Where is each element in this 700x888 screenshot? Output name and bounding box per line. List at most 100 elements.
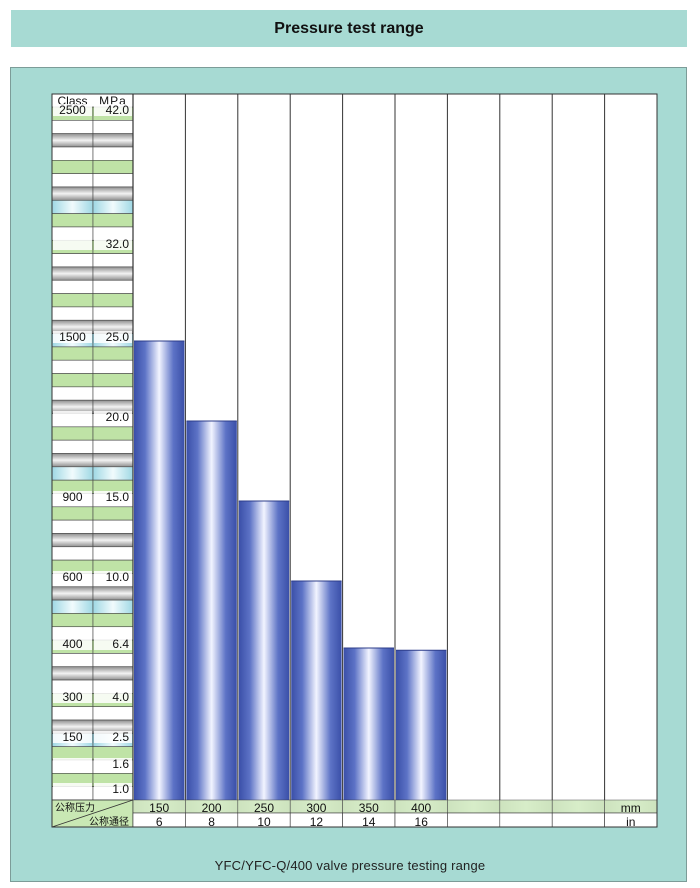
scale-label-bg <box>53 411 92 423</box>
scale-row-class <box>51 146 94 161</box>
scale-row-mpa <box>92 613 134 628</box>
scale-row-class <box>51 346 94 361</box>
scale-row-class <box>51 120 94 134</box>
bar <box>396 650 447 800</box>
scale-label-bg <box>94 571 132 583</box>
scale-row-mpa <box>92 346 134 361</box>
scale-row-class <box>51 533 94 548</box>
scale-row-class <box>51 306 94 321</box>
x-tick-in: 8 <box>208 815 215 829</box>
bar <box>186 421 237 800</box>
scale-class-label: 1500 <box>59 330 86 344</box>
scale-row-mpa <box>92 266 134 281</box>
scale-mpa-label: 1.0 <box>112 782 129 796</box>
scale-row-mpa <box>92 279 134 294</box>
scale-row-class <box>51 506 94 521</box>
scale-row-mpa <box>92 546 134 561</box>
scale-row-mpa <box>92 306 134 321</box>
scale-row-class <box>51 186 94 201</box>
footer-cell-top <box>499 799 553 814</box>
scale-row-mpa <box>92 426 134 441</box>
x-tick-mm: 200 <box>202 801 222 815</box>
scale-row-class <box>51 359 94 374</box>
footer-cell-bottom <box>447 812 501 828</box>
bar <box>343 648 394 800</box>
scale-row-class <box>51 466 94 481</box>
chart-caption: YFC/YFC-Q/400 valve pressure testing ran… <box>214 858 486 873</box>
scale-row-class <box>51 599 94 614</box>
scale-row-mpa <box>92 586 134 601</box>
scale-row-mpa <box>92 133 134 148</box>
chart-border <box>51 93 658 828</box>
footer-cell-top <box>447 799 501 814</box>
scale-mpa-label: 2.5 <box>112 730 129 744</box>
scale-class-label: 2500 <box>59 103 86 117</box>
scale-row-mpa <box>92 253 134 268</box>
scale-mpa-label: 10.0 <box>106 570 130 584</box>
scale-label-bg <box>94 783 132 795</box>
scale-class-label: 900 <box>62 490 82 504</box>
scale-mpa-label: 6.4 <box>112 637 129 651</box>
scale-class-label: 400 <box>62 637 82 651</box>
scale-row-class <box>51 213 94 228</box>
scale-row-class <box>51 613 94 628</box>
scale-row-class <box>51 519 94 534</box>
scale-label-bg <box>53 638 92 650</box>
scale-label-bg <box>53 571 92 583</box>
scale-row-class <box>51 293 94 308</box>
scale-row-class <box>51 199 94 214</box>
scale-row-class <box>51 586 94 601</box>
x-tick-in: 6 <box>156 815 163 829</box>
scale-row-class <box>51 279 94 294</box>
scale-header-bg <box>52 94 133 107</box>
scale-row-mpa <box>92 653 134 668</box>
x-tick-in: 10 <box>257 815 271 829</box>
scale-mpa-label: 20.0 <box>106 410 130 424</box>
scale-row-class <box>51 160 94 174</box>
scale-row-class <box>51 253 94 268</box>
scale-row-mpa <box>92 386 134 401</box>
scale-row-mpa <box>92 173 134 188</box>
footer-cell-bottom <box>551 812 605 828</box>
scale-label-bg <box>94 638 132 650</box>
scale-label-bg <box>94 758 132 770</box>
scale-row-class <box>51 666 94 681</box>
scale-class-label: 150 <box>62 730 82 744</box>
scale-row-mpa <box>92 199 134 214</box>
scale-label-bg <box>94 691 132 703</box>
x-tick-in: 16 <box>415 815 429 829</box>
scale-mpa-label: 4.0 <box>112 690 129 704</box>
unit-mm-label: mm <box>621 801 641 815</box>
footer-pressure-label: 公称压力 <box>55 801 95 814</box>
scale-label-bg <box>94 331 132 343</box>
scale-row-class <box>51 439 94 454</box>
scale-row-mpa <box>92 373 134 388</box>
scale-row-class <box>51 653 94 668</box>
scale-row-class <box>51 266 94 281</box>
scale-row-class <box>51 453 94 468</box>
footer-cell-bottom <box>499 812 553 828</box>
scale-label-bg <box>53 104 92 116</box>
scale-row-mpa <box>92 120 134 134</box>
footer-diameter-label: 公称通径 <box>89 815 129 828</box>
scale-label-bg <box>53 691 92 703</box>
scale-row-mpa <box>92 439 134 454</box>
scale-row-class <box>51 426 94 441</box>
scale-row-mpa <box>92 453 134 468</box>
bar <box>238 501 290 800</box>
x-tick-mm: 300 <box>306 801 326 815</box>
scale-row-mpa <box>92 666 134 681</box>
x-tick-in: 12 <box>310 815 324 829</box>
scale-row-mpa <box>92 519 134 534</box>
scale-label-bg <box>94 104 132 116</box>
scale-mpa-label: 25.0 <box>106 330 130 344</box>
scale-row-mpa <box>92 506 134 521</box>
scale-row-class <box>51 546 94 561</box>
scale-row-mpa <box>92 146 134 161</box>
scale-class-label: 300 <box>62 690 82 704</box>
scale-label-bg <box>94 238 132 250</box>
footer-diagonal <box>51 799 134 828</box>
scale-mpa-label: 1.6 <box>112 757 129 771</box>
scale-label-bg <box>53 783 92 795</box>
scale-row-class <box>51 373 94 388</box>
